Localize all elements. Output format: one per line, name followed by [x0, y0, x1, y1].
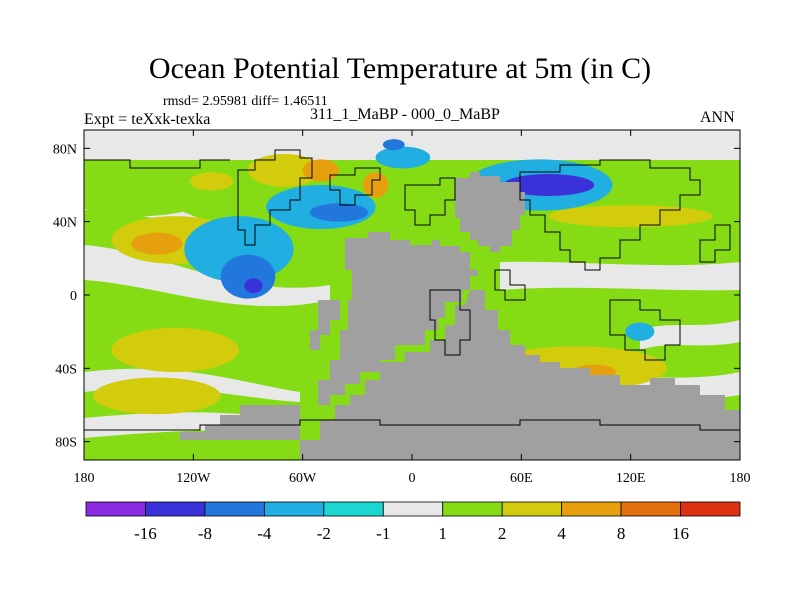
x-tick-label: 60E [510, 471, 533, 486]
y-tick-label: 80S [55, 436, 77, 451]
coastline-arctic-pacific [84, 159, 230, 169]
region-subtropical-n-pacific-core [131, 232, 183, 255]
colorbar-swatch [501, 501, 563, 517]
region-central-pacific-cold [220, 254, 276, 299]
region-east-nhemi-warm-band [548, 205, 713, 228]
region-arctic-cool-patch [375, 146, 431, 169]
colorbar-label: -16 [134, 524, 157, 543]
y-tick-label: 40S [55, 362, 77, 377]
region-north-pacific-warm-band [84, 172, 212, 217]
colorbar-swatch [680, 501, 741, 517]
colorbar-swatch [204, 501, 265, 517]
x-tick-label: 0 [409, 471, 416, 486]
x-tick-label: 120E [616, 471, 646, 486]
colorbar-swatch [442, 501, 503, 517]
neutral-band-east-mid [640, 320, 740, 350]
coastline-europe [404, 177, 456, 226]
coastline-africa-east [429, 289, 471, 356]
region-north-atlantic-cold [309, 203, 369, 222]
colorbar-swatch [263, 501, 325, 517]
coastline-east-islands [699, 224, 731, 263]
region-south-pacific-warm [111, 328, 239, 372]
experiment-label: Expt = teXxk-texka [84, 111, 211, 128]
y-tick-label: 80N [53, 142, 77, 157]
y-tick-label: 0 [70, 289, 77, 304]
colorbar-swatch [561, 501, 622, 517]
colorbar-label: -8 [198, 524, 212, 543]
coastline-antarctica [84, 419, 740, 431]
colorbar-label: -1 [376, 524, 390, 543]
chart-title: Ocean Potential Temperature at 5m (in C) [148, 52, 652, 85]
region-east-pacific-cool-south [625, 322, 655, 341]
colorbar-swatch [85, 501, 146, 517]
land-northeast-block [455, 172, 525, 252]
colorbar-swatch [323, 501, 384, 517]
coastline-arabia [494, 269, 526, 301]
y-axis: 80N 40N 0 40S 80S [53, 142, 740, 451]
colorbar-label: -2 [317, 524, 331, 543]
x-axis: 180 120W 60W 0 60E 120E 180 [74, 130, 751, 486]
x-tick-label: 120W [176, 471, 211, 486]
colorbar-swatch [145, 501, 206, 517]
coastline-north-continent-west [237, 149, 313, 246]
region-arctic-cold-core [382, 139, 405, 151]
region-north-europe-warm [248, 153, 321, 187]
coastline-australia [609, 299, 681, 361]
neutral-band-east-equatorial [500, 261, 740, 291]
region-siberia-warm-core [362, 172, 389, 198]
x-tick-label: 180 [74, 471, 95, 486]
land-western-peninsula [310, 300, 340, 350]
colorbar: -16 -8 -4 -2 -1 1 2 4 8 16 [85, 501, 741, 543]
comparison-label: 311_1_MaBP - 000_0_MaBP [310, 106, 500, 123]
colorbar-label: 2 [498, 524, 507, 543]
season-label: ANN [700, 109, 735, 126]
land-southern-continent [300, 290, 740, 460]
y-tick-label: 40N [53, 216, 77, 231]
land-masks [180, 172, 740, 460]
x-tick-label: 180 [730, 471, 751, 486]
region-equatorial-pacific-cold-core [244, 278, 263, 294]
colorbar-label: 8 [617, 524, 626, 543]
land-southwest-shelf [180, 405, 300, 440]
coastline-greenland [329, 167, 381, 206]
colorbar-label: 16 [672, 524, 689, 543]
map-area [84, 130, 740, 460]
region-north-pacific-warm-core [189, 172, 234, 191]
coastline-asia [519, 159, 701, 271]
colorbar-swatch [382, 501, 444, 517]
colorbar-swatch [620, 501, 681, 517]
colorbar-label: 1 [438, 524, 447, 543]
land-central-continent [318, 232, 478, 405]
stats-label: rmsd= 2.95981 diff= 1.46511 [163, 94, 328, 109]
region-southern-ocean-warm [93, 377, 221, 415]
colorbar-label: -4 [257, 524, 272, 543]
x-tick-label: 60W [289, 471, 317, 486]
coastline-outlines [84, 149, 740, 431]
region-east-asia-cold-core [503, 174, 595, 196]
colorbar-label: 4 [557, 524, 566, 543]
